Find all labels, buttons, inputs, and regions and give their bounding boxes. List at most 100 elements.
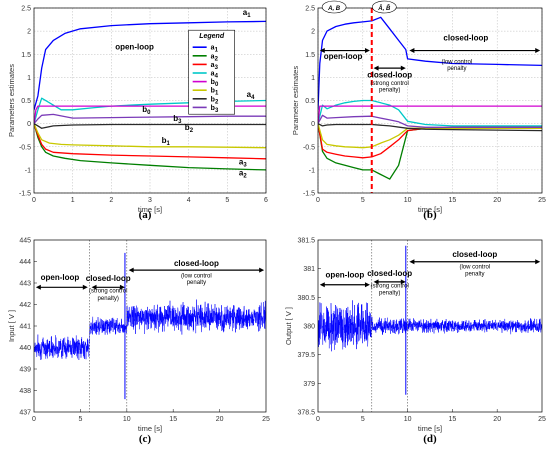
y-tick-label: 2 — [27, 29, 31, 36]
series-line-a2 — [34, 123, 266, 171]
series-label-b3: b3 — [173, 114, 182, 125]
strong-closed-loop-arrow-head-right — [400, 65, 406, 71]
y-tick-label: 0 — [311, 121, 315, 128]
annotation-text: (low control — [181, 274, 212, 280]
plot-lines — [318, 245, 542, 395]
annotation-text: open-loop — [324, 52, 363, 61]
series-line-a1 — [34, 20, 266, 110]
y-axis-label: Input [ V ] — [7, 310, 16, 342]
annotation-text: (strong control — [371, 284, 409, 290]
legend-label-b2: b2 — [211, 96, 219, 105]
y-tick-label: 381 — [303, 266, 315, 273]
series-label-b1: b1 — [162, 136, 171, 147]
annotation-text: (strong control — [89, 289, 127, 295]
annotation-text: (low control — [459, 265, 490, 271]
y-tick-label: 439 — [19, 367, 31, 374]
y-tick-label: 442 — [19, 302, 31, 309]
open-loop-arrow-head-right — [364, 282, 370, 288]
x-tick-label: 25 — [538, 416, 546, 423]
annotation-oval-text: Â, B̂ — [377, 5, 391, 12]
x-tick-label: 6 — [264, 197, 268, 204]
series-line-b1 — [318, 123, 542, 149]
strong-closed-loop-arrow-head-left — [373, 65, 379, 71]
y-tick-label: 379.5 — [297, 352, 315, 359]
x-tick-label: 5 — [225, 197, 229, 204]
low-closed-loop-arrow-head-right — [535, 48, 541, 54]
y-axis-label: Output [ V ] — [284, 307, 293, 345]
series-label-b2: b2 — [185, 123, 194, 134]
series-label-a2: a2 — [239, 168, 247, 179]
low-closed-loop-arrow-head-left — [409, 259, 415, 265]
series-line-b0 — [318, 105, 542, 124]
y-tick-label: 2 — [311, 29, 315, 36]
annotation-text: closed-loop — [452, 250, 497, 259]
panel-label: (d) — [423, 433, 437, 445]
y-tick-label: 444 — [19, 259, 31, 266]
series-line-b3 — [34, 113, 266, 125]
plot-lines — [34, 252, 266, 400]
plot-frame — [33, 239, 267, 413]
legend-label-a2: a2 — [211, 53, 219, 62]
x-tick-label: 2 — [109, 197, 113, 204]
annotation-text: penalty — [465, 272, 484, 278]
y-tick-label: -1.5 — [303, 191, 315, 198]
x-tick-label: 20 — [216, 416, 224, 423]
x-tick-label: 0 — [316, 197, 320, 204]
y-tick-label: -0.5 — [19, 144, 31, 151]
open-loop-arrow-head-right — [364, 48, 370, 54]
annotation-text: closed-loop — [443, 33, 488, 42]
open-loop-arrow-head-right — [82, 284, 88, 290]
panel-b: 0 5 10 15 20 25 -1.5 -1 -0.5 0 0.5 1 1.5 2 2.5 time [s]… — [291, 0, 546, 221]
annotation-oval-text: A, B — [327, 6, 341, 12]
annotation-text: closed-loop — [174, 259, 219, 268]
legend-label-b1: b1 — [211, 88, 219, 97]
y-tick-label: 381.5 — [297, 238, 315, 245]
y-tick-label: 445 — [19, 238, 31, 245]
y-tick-label: 2.5 — [305, 6, 315, 13]
y-tick-label: 437 — [19, 410, 31, 417]
panel-a: 0 1 2 3 4 5 6 -1.5 -1 -0.5 0 0.5 1 1.5 2 2.5 time [s] Par… — [7, 6, 268, 222]
series-line-a3 — [34, 123, 266, 160]
annotation-text: open-loop — [41, 273, 80, 282]
signal-line-u — [34, 299, 266, 361]
annotation-text: (low control — [442, 60, 473, 66]
x-tick-label: 0 — [316, 416, 320, 423]
x-tick-label: 25 — [262, 416, 270, 423]
x-tick-label: 4 — [187, 197, 191, 204]
y-tick-label: 380 — [303, 324, 315, 331]
legend-label-b3: b3 — [211, 105, 219, 114]
y-axis-label: Parameters estimates — [7, 64, 16, 137]
y-tick-label: -0.5 — [303, 144, 315, 151]
y-tick-label: 0.5 — [305, 98, 315, 105]
x-tick-label: 5 — [78, 416, 82, 423]
x-tick-label: 15 — [449, 197, 457, 204]
series-label-b0: b0 — [142, 105, 151, 116]
annotation-text: closed-loop — [367, 269, 412, 278]
annotation-text: closed-loop — [86, 274, 131, 283]
legend-label-b0: b0 — [211, 79, 219, 88]
panel-label: (c) — [139, 433, 152, 445]
y-tick-label: 443 — [19, 281, 31, 288]
y-tick-label: 1 — [27, 75, 31, 82]
x-tick-label: 0 — [32, 416, 36, 423]
annotation-text: penalty — [187, 280, 206, 286]
low-closed-loop-arrow-head-left — [128, 267, 134, 273]
x-axis-label: time [s] — [418, 205, 442, 214]
y-tick-label: 1.5 — [21, 52, 31, 59]
y-tick-label: -1 — [25, 167, 31, 174]
open-loop-arrow-head-left — [319, 282, 325, 288]
x-tick-label: 0 — [32, 197, 36, 204]
annotation-oval — [321, 0, 347, 14]
annotation-text: penalty) — [98, 296, 119, 302]
annotation-oval — [372, 0, 397, 14]
plot-frame — [317, 7, 543, 194]
y-tick-label: 2.5 — [21, 6, 31, 13]
low-closed-loop-arrow-head-left — [409, 48, 415, 54]
annotation-text: closed-loop — [367, 70, 412, 79]
y-tick-label: 380.5 — [297, 295, 315, 302]
y-tick-label: 0.5 — [21, 98, 31, 105]
plot-area — [34, 240, 266, 412]
panel-d: 0 5 10 15 20 25 378.5 379 379.5 380 380.5 381 381.5 t… — [284, 238, 546, 446]
open-loop-arrow-head-left — [35, 284, 41, 290]
